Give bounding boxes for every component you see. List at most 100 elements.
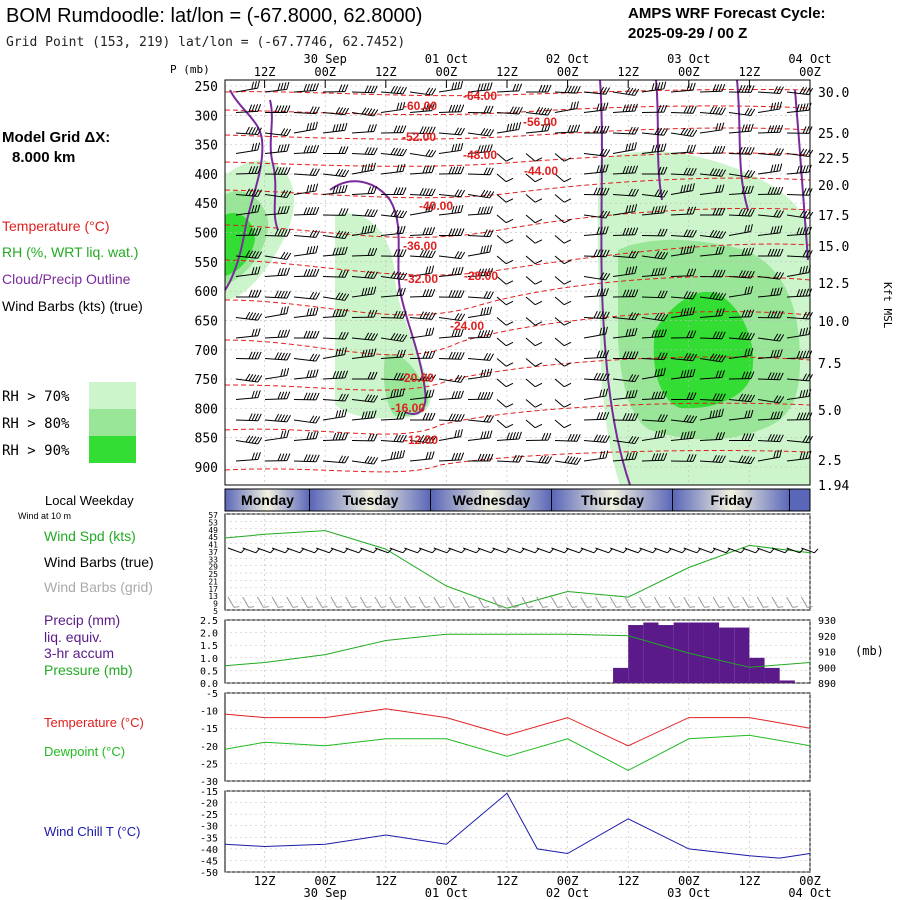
wind-barb-shaft <box>389 547 404 554</box>
wind-barb-feather <box>483 206 487 215</box>
wind-barb-feather <box>657 352 662 360</box>
wind-barb-shaft <box>351 231 374 236</box>
wind-barb <box>526 84 552 93</box>
wind-barb-shaft <box>409 440 432 444</box>
wind-barb-feather <box>631 88 637 96</box>
wind-barb-feather <box>605 411 610 420</box>
wind-barb-feather <box>686 145 690 153</box>
wind-barb-shaft <box>670 89 693 93</box>
top-hour-label: 12Z <box>617 65 639 79</box>
wind-barb-shaft <box>583 333 606 339</box>
wind-barb-feather <box>696 548 701 554</box>
wind-barb-grid <box>742 596 754 608</box>
wind-barb-shaft <box>554 296 565 306</box>
wind-barb-feather <box>663 352 668 360</box>
wind-barb-shaft <box>583 233 606 236</box>
wind-barb-feather <box>631 351 636 359</box>
wind-barb-feather <box>457 313 463 321</box>
wind-barb-shaft <box>554 131 577 134</box>
wind-barb-shaft <box>322 253 345 257</box>
wind-barb-grid <box>550 596 563 608</box>
wind-barb-feather <box>802 451 806 460</box>
wind-barb-feather <box>257 289 262 298</box>
wind-barb-feather <box>738 146 743 155</box>
wind-barb-feather <box>534 403 543 408</box>
wind-barb-feather <box>667 548 672 554</box>
panel-tick: 57 <box>208 511 218 520</box>
wind-barb <box>583 210 611 219</box>
wind-barb <box>728 347 754 359</box>
wind-barb-shaft <box>242 596 250 608</box>
wind-barb-feather <box>770 372 775 380</box>
wind-barb-shaft <box>380 108 403 113</box>
wind-barb-feather <box>747 456 753 464</box>
wind-barb-feather <box>779 434 784 442</box>
wind-barb-feather <box>799 288 804 297</box>
wind-barb-shaft <box>525 419 536 429</box>
wind-barb-shaft <box>264 436 287 441</box>
top-hour-label: 00Z <box>557 65 579 79</box>
wind-barb-feather <box>309 83 313 92</box>
wind-barb <box>758 248 784 257</box>
wind-barb-feather <box>367 209 372 217</box>
wind-barb-feather <box>370 147 375 155</box>
wind-barb-shaft <box>409 255 432 259</box>
wind-barb-feather <box>657 414 662 422</box>
wind-barb-feather <box>448 104 453 113</box>
wind-barb-feather <box>715 393 720 401</box>
wind-barb-shaft <box>786 194 810 196</box>
panel-tick: -30 <box>200 822 218 833</box>
wind-barb-shaft <box>786 233 809 236</box>
wind-barb-feather <box>628 452 632 460</box>
wind-barb-shaft <box>595 596 602 608</box>
wind-barb <box>525 378 543 388</box>
wind-barb-grid <box>683 596 696 608</box>
wind-barb-shaft <box>612 396 635 400</box>
temperature-line <box>224 708 811 747</box>
wind-barb-feather <box>721 207 726 216</box>
wind-barb-feather <box>489 415 495 423</box>
precip-bar <box>658 625 674 683</box>
wind-barb-feather <box>567 124 572 133</box>
wind-barb <box>293 229 320 238</box>
wind-barb-shaft <box>525 460 548 464</box>
wind-barb-feather <box>448 228 453 236</box>
wind-barb-shaft <box>728 173 751 178</box>
wind-barb-feather <box>486 415 492 423</box>
wind-barb-feather <box>741 393 747 402</box>
wind-barb-feather <box>457 390 461 399</box>
wind-barb-feather <box>750 309 755 317</box>
wind-barb-feather <box>480 453 485 462</box>
wind-barb <box>293 369 319 380</box>
wind-barb-feather <box>251 351 256 359</box>
wind-barb-feather <box>315 454 320 462</box>
wind-barb-shaft <box>583 255 607 258</box>
wind-barb-shaft <box>786 357 810 359</box>
wind-barb-feather <box>312 353 318 362</box>
wind-barb-feather <box>805 126 810 134</box>
wind-barb <box>699 393 726 402</box>
wind-barb-feather <box>557 606 563 608</box>
wind-barb-feather <box>489 353 494 361</box>
legend-label: Temperature (°C) <box>2 218 110 234</box>
wind-barb <box>467 82 493 93</box>
wind-barb-feather <box>483 245 486 254</box>
wind-barb-feather <box>692 392 697 400</box>
wind-barb-feather <box>779 124 784 133</box>
wind-barb-shaft <box>550 596 558 608</box>
wind-barb-feather <box>776 450 779 458</box>
wind-barb-feather <box>457 127 462 135</box>
wind-barb-shaft <box>496 235 507 244</box>
rh-shading <box>225 151 810 486</box>
wind-barb <box>496 358 514 367</box>
wind-barb-feather <box>280 430 284 439</box>
wind-barb-feather <box>744 225 747 233</box>
wind-barb-shaft <box>583 440 606 443</box>
precip-bar <box>779 680 795 683</box>
wind-barb-feather <box>393 434 398 442</box>
wind-barb-feather <box>338 455 343 463</box>
wind-barb-feather <box>286 368 290 376</box>
wind-barb-feather <box>683 431 687 440</box>
wind-barb <box>467 105 494 114</box>
wind-barb <box>380 225 406 236</box>
